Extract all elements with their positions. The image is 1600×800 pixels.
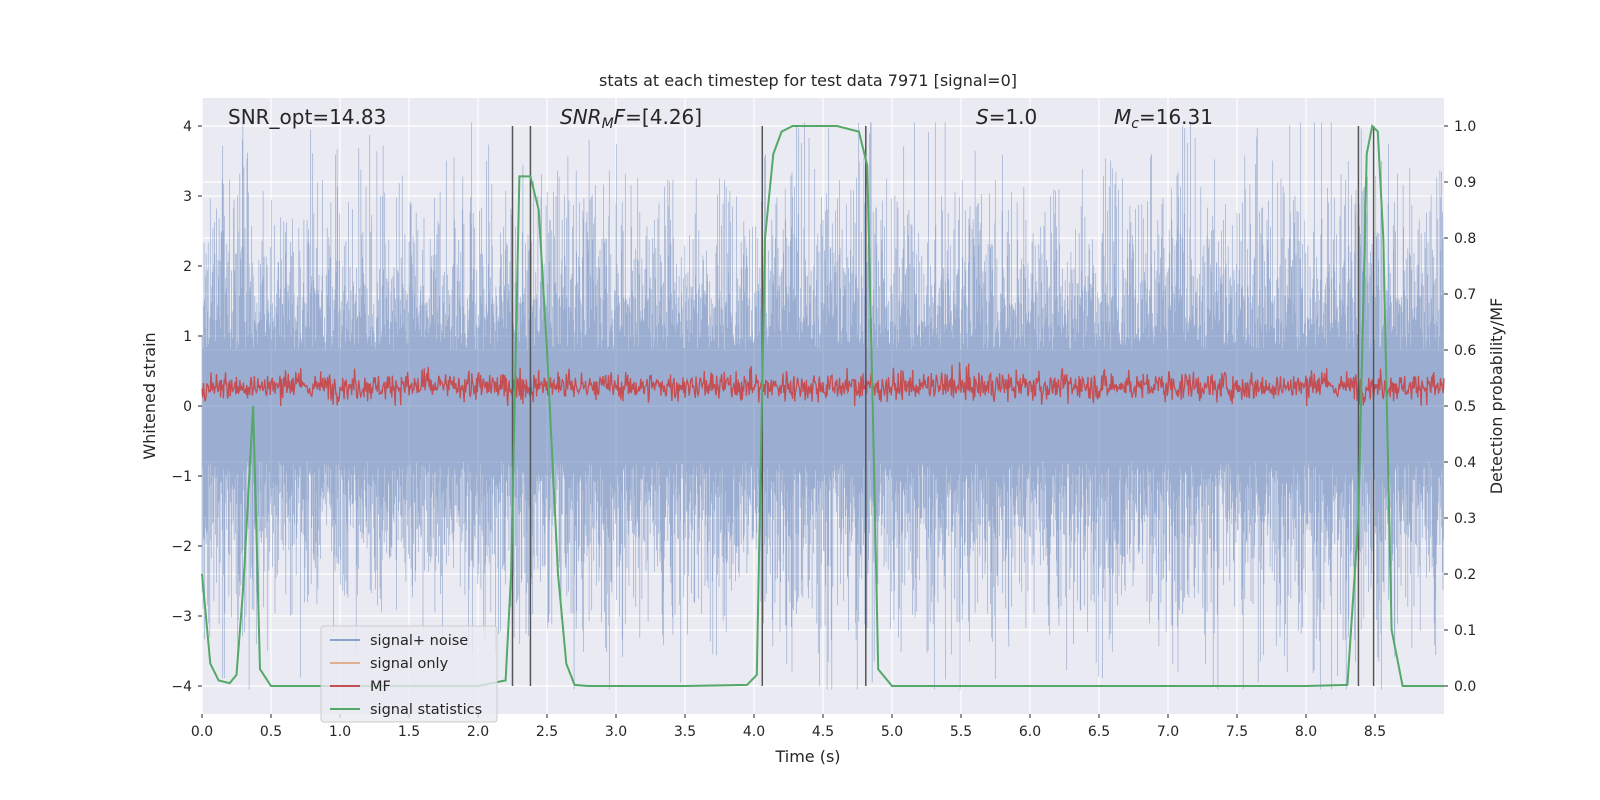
y-tick-label: 1: [183, 329, 192, 345]
y2-axis-ticks: 1.0 0.9 0.8 0.7 0.6 0.5 0.4 0.3 0.2 0.1 0.0: [1444, 119, 1476, 695]
annotation-snr-opt: SNR_opt=14.83: [228, 105, 386, 129]
y-axis-ticks: 4 3 2 1 0 −1 −2 −3 −4: [171, 119, 202, 695]
legend-label-signal-only: signal only: [370, 656, 449, 672]
y2-tick-label: 1.0: [1454, 119, 1476, 135]
x-tick-label: 3.0: [605, 724, 627, 740]
x-tick-label: 8.5: [1364, 724, 1386, 740]
y2-tick-label: 0.7: [1454, 287, 1476, 303]
y2-tick-label: 0.5: [1454, 399, 1476, 415]
annotation-mc-subscript: c: [1131, 116, 1139, 132]
annotation-snr-mf-value: =[4.26]: [625, 105, 702, 129]
y-tick-label: 2: [183, 259, 192, 275]
x-tick-label: 7.5: [1226, 724, 1248, 740]
legend-label-signal-statistics: signal statistics: [370, 702, 482, 718]
y2-tick-label: 0.2: [1454, 567, 1476, 583]
signal-statistics-series: [201, 123, 1444, 687]
annotation-snr-mf-subscript: M: [602, 116, 614, 132]
y-tick-label: −3: [171, 609, 192, 625]
y-tick-label: 4: [183, 119, 192, 135]
x-tick-label: 1.0: [329, 724, 351, 740]
mf-line: [201, 362, 1445, 407]
annotation-mc: Mc=16.31: [1114, 105, 1213, 132]
y2-tick-label: 0.4: [1454, 455, 1476, 471]
annotation-mc-value: =16.31: [1139, 105, 1213, 129]
annotation-s: S=1.0: [976, 105, 1037, 129]
y-tick-label: 0: [183, 399, 192, 415]
x-axis-label: Time (s): [774, 747, 840, 766]
legend-label-mf: MF: [370, 679, 391, 695]
y-tick-label: −4: [171, 679, 192, 695]
annotation-snr-mf-tail: F: [614, 105, 626, 129]
x-tick-label: 4.0: [743, 724, 765, 740]
annotation-snr-mf: SNRMF=[4.26]: [560, 105, 702, 132]
y2-tick-label: 0.6: [1454, 343, 1476, 359]
signal-statistics-line: [201, 123, 1444, 687]
x-tick-label: 2.5: [536, 724, 558, 740]
annotation-s-symbol: S: [976, 105, 989, 129]
legend: signal+ noise signal only MF signal stat…: [320, 625, 498, 723]
x-tick-label: 1.5: [398, 724, 420, 740]
x-tick-label: 8.0: [1295, 724, 1317, 740]
legend-box: [320, 625, 498, 723]
x-axis-ticks: 0.0 0.5 1.0 1.5 2.0 2.5 3.0 3.5 4.0 4.5 5.0 5.5 6.0 6…: [191, 714, 1386, 740]
x-tick-label: 7.0: [1157, 724, 1179, 740]
x-tick-label: 5.5: [950, 724, 972, 740]
y-tick-label: −2: [171, 539, 192, 555]
y-tick-label: 3: [183, 189, 192, 205]
annotation-mc-symbol: M: [1114, 105, 1131, 129]
x-tick-label: 2.0: [467, 724, 489, 740]
y-axis-label: Whitened strain: [140, 332, 159, 459]
y-tick-label: −1: [171, 469, 192, 485]
x-tick-label: 6.5: [1088, 724, 1110, 740]
y2-tick-label: 0.3: [1454, 511, 1476, 527]
x-tick-label: 0.0: [191, 724, 213, 740]
x-tick-label: 3.5: [674, 724, 696, 740]
y2-tick-label: 0.0: [1454, 679, 1476, 695]
y2-tick-label: 0.9: [1454, 175, 1476, 191]
x-tick-label: 5.0: [881, 724, 903, 740]
x-tick-label: 4.5: [812, 724, 834, 740]
annotation-snr-mf-symbol: SNR: [560, 105, 602, 129]
x-tick-label: 0.5: [260, 724, 282, 740]
legend-label-signal-noise: signal+ noise: [370, 633, 468, 649]
y2-tick-label: 0.8: [1454, 231, 1476, 247]
mf-series: [201, 362, 1445, 407]
y2-tick-label: 0.1: [1454, 623, 1476, 639]
x-tick-label: 6.0: [1019, 724, 1041, 740]
y2-axis-label: Detection probability/MF: [1487, 298, 1506, 495]
chart-title: stats at each timestep for test data 797…: [599, 71, 1017, 90]
annotation-s-value: =1.0: [989, 105, 1038, 129]
